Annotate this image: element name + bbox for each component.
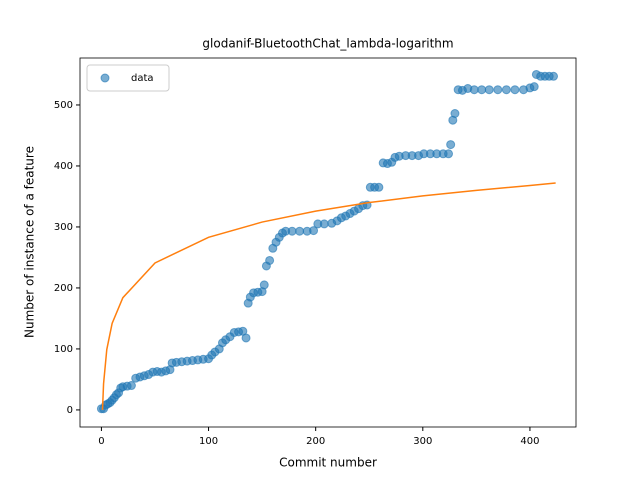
data-point: [265, 255, 275, 265]
y-axis-label: Number of instance of a feature: [23, 146, 37, 338]
data-point: [501, 85, 511, 95]
data-point: [444, 149, 454, 159]
data-point: [484, 85, 494, 95]
data-point: [287, 226, 297, 236]
data-point: [259, 280, 269, 290]
data-point: [374, 182, 384, 192]
data-point: [510, 85, 520, 95]
y-tick-label: 0: [67, 405, 73, 416]
data-point: [446, 140, 456, 150]
data-point: [469, 85, 479, 95]
x-axis-label: Commit number: [279, 456, 377, 470]
chart-title: glodanif-BluetoothChat_lambda-logarithm: [202, 37, 453, 51]
data-point: [450, 109, 460, 119]
legend-label: data: [131, 73, 154, 84]
data-point: [477, 85, 487, 95]
legend-marker: [100, 73, 110, 83]
x-tick-label: 300: [413, 436, 432, 447]
data-point: [319, 219, 329, 229]
y-tick-label: 300: [54, 222, 73, 233]
x-tick-label: 0: [98, 436, 104, 447]
x-tick-label: 100: [199, 436, 218, 447]
y-tick-label: 400: [54, 161, 73, 172]
y-tick-label: 100: [54, 344, 73, 355]
x-tick-label: 400: [520, 436, 539, 447]
y-tick-label: 200: [54, 283, 73, 294]
data-point: [241, 333, 251, 343]
data-point: [309, 226, 319, 236]
data-point: [549, 71, 559, 81]
data-point: [529, 82, 539, 92]
y-tick-label: 500: [54, 100, 73, 111]
legend-box: [86, 64, 170, 92]
axes-frame: [79, 57, 577, 428]
data-point: [493, 85, 503, 95]
x-tick-label: 200: [306, 436, 325, 447]
data-point: [126, 381, 136, 391]
data-point: [295, 226, 305, 236]
fit-line: [101, 182, 556, 410]
